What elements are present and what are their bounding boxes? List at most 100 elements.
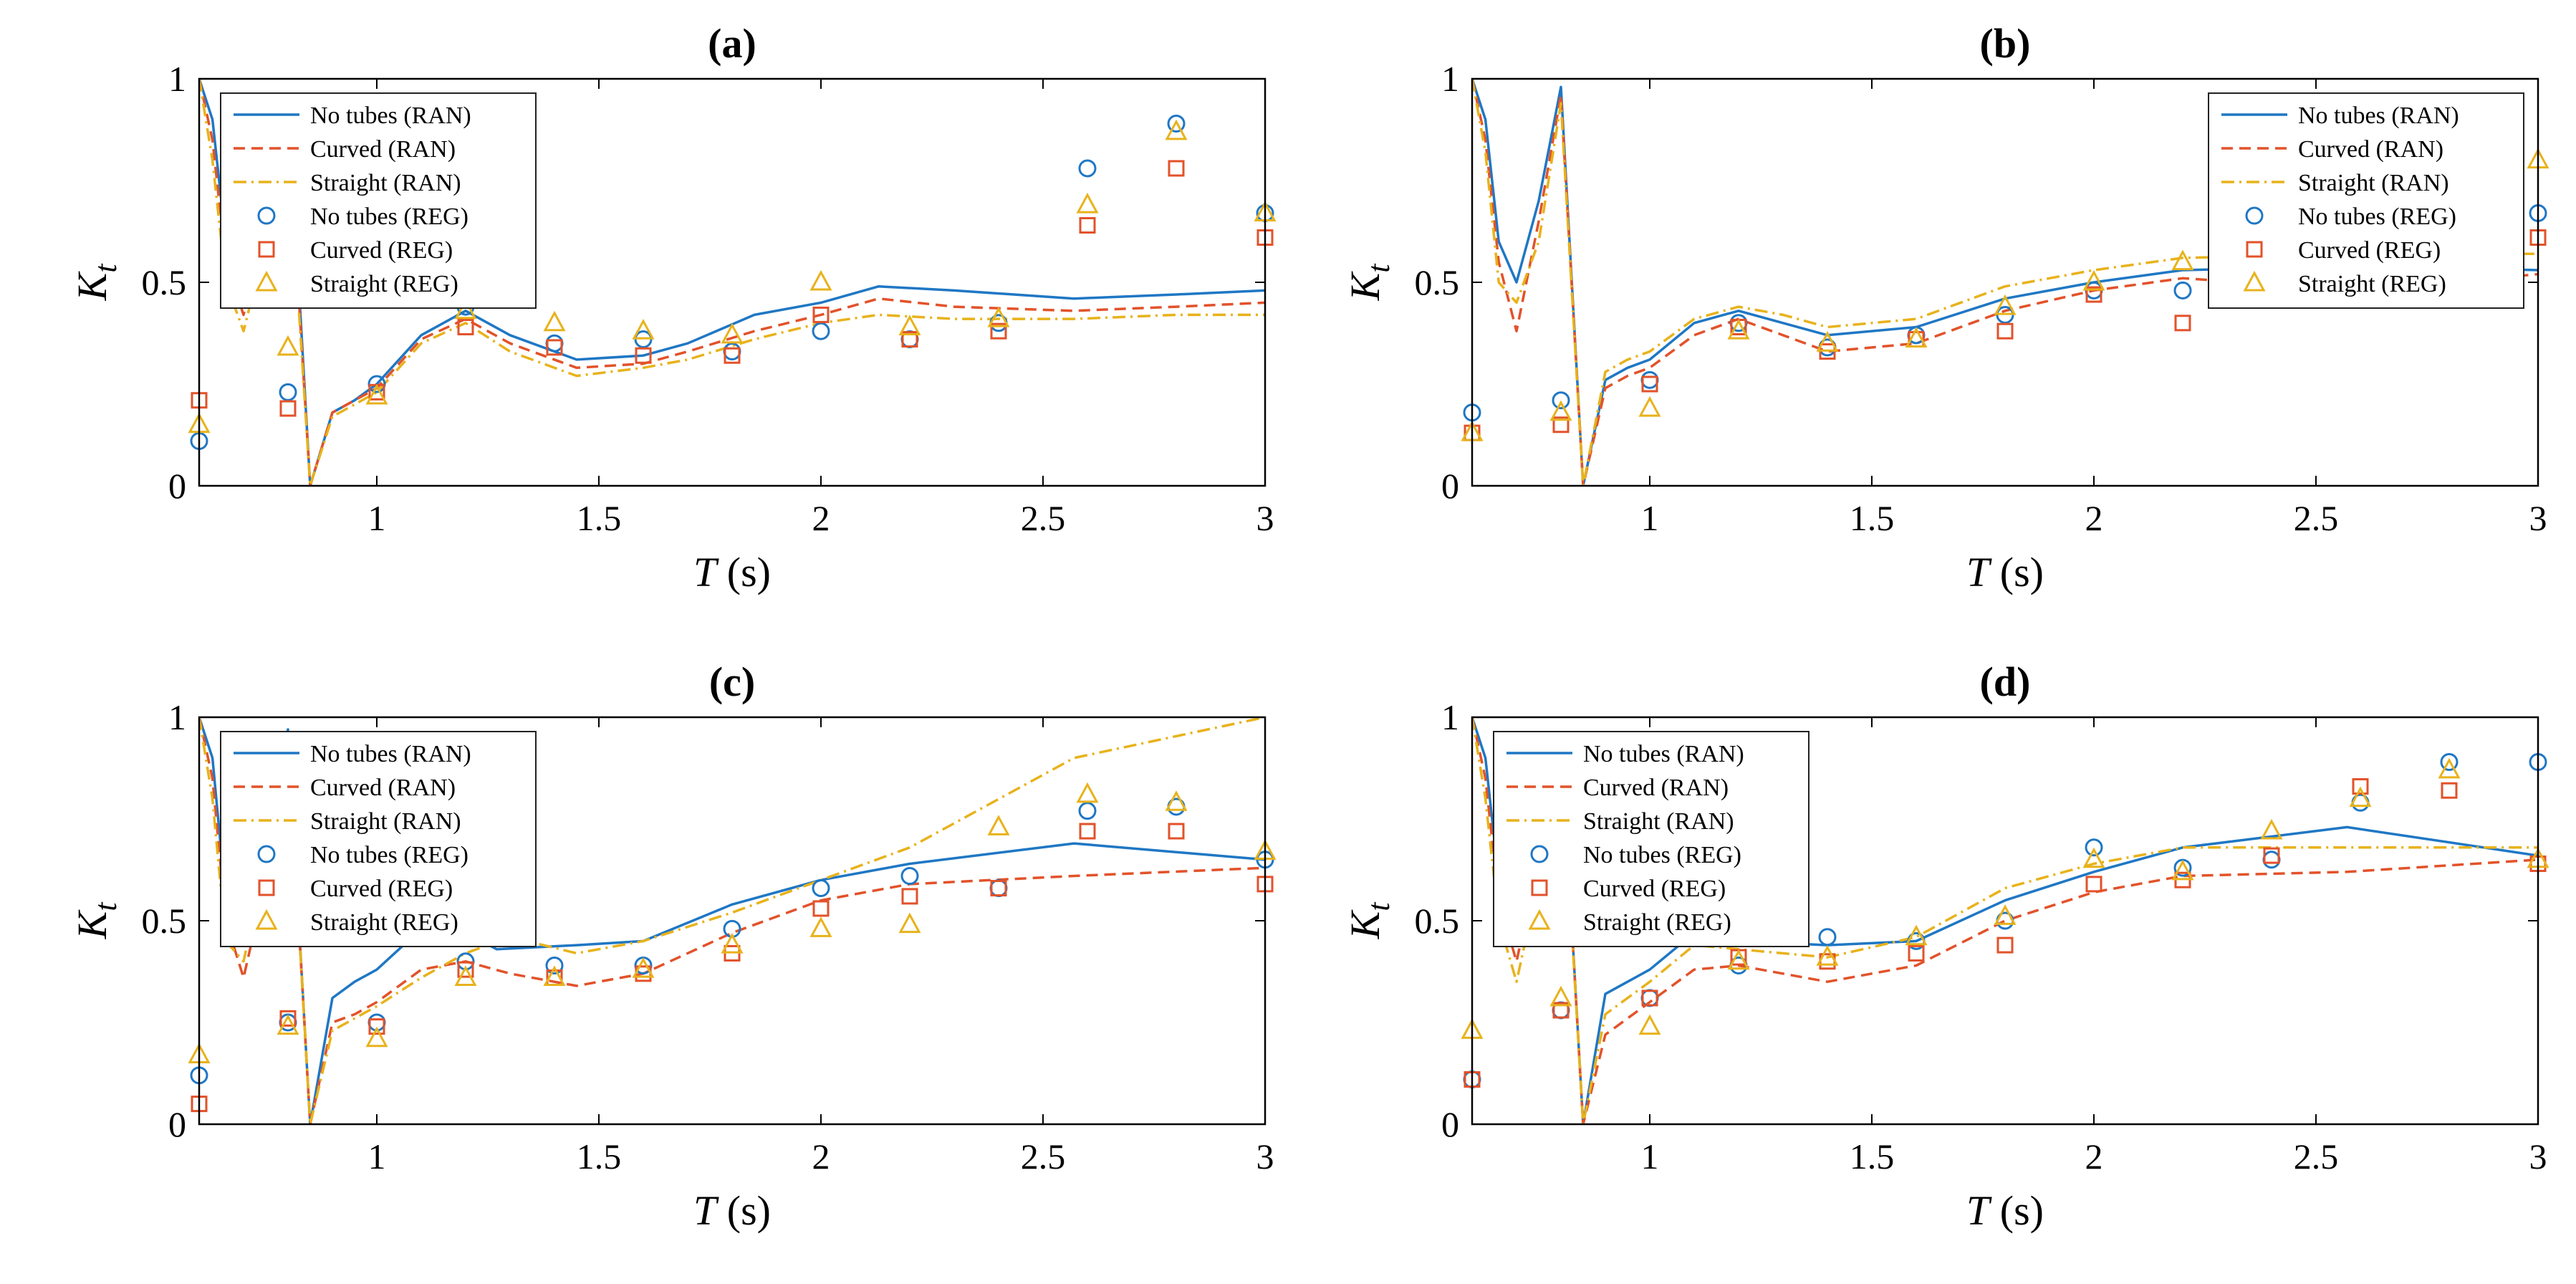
data-point-square: [901, 331, 918, 348]
data-point-circle: [2262, 851, 2281, 869]
data-point-square: [1168, 160, 1185, 177]
data-point-circle: [989, 879, 1008, 898]
data-point-square: [2085, 876, 2102, 893]
panel-title: (a): [708, 20, 756, 67]
data-point-triangle: [2082, 269, 2105, 291]
legend-marker-swatch: [257, 206, 276, 225]
legend-marker-swatch: [255, 909, 278, 930]
data-point-triangle: [1549, 400, 1572, 421]
y-tick-label: 0: [168, 466, 186, 506]
data-point-circle: [1818, 928, 1837, 947]
data-point-circle: [900, 867, 919, 886]
data-point-triangle: [1165, 790, 1188, 811]
x-tick-label: 1.5: [1850, 498, 1895, 538]
data-point-triangle: [2171, 859, 2194, 881]
y-tick-label: 0: [1441, 466, 1459, 506]
data-point-triangle: [365, 383, 388, 405]
data-point-square: [1168, 823, 1185, 840]
y-axis-variable: K: [69, 270, 115, 301]
x-tick-label: 2: [2085, 1136, 2103, 1177]
legend-label: No tubes (RAN): [310, 102, 471, 129]
x-tick-label: 2.5: [1021, 1136, 1066, 1177]
x-tick-label: 2.5: [2294, 498, 2339, 538]
series-line-curved: [199, 717, 1265, 1124]
x-axis-label: T (s): [693, 549, 771, 595]
data-point-square: [812, 900, 830, 917]
legend-label: Straight (RAN): [2298, 170, 2449, 196]
x-axis-label: T (s): [1966, 1187, 2044, 1234]
x-axis-variable: T: [693, 549, 719, 595]
data-point-triangle: [543, 965, 566, 987]
legend-label: Curved (RAN): [1583, 775, 1729, 801]
legend-label: Curved (REG): [2298, 237, 2441, 264]
data-point-triangle: [1994, 294, 2017, 315]
data-point-triangle: [1638, 1014, 1661, 1035]
legend-marker-swatch: [2246, 241, 2263, 258]
legend-box: [220, 92, 537, 309]
y-axis-variable: K: [69, 909, 115, 939]
x-tick-label: 1: [368, 1136, 386, 1177]
data-point-triangle: [898, 315, 921, 335]
x-axis-unit: (s): [727, 549, 771, 595]
legend-label: Curved (REG): [1583, 876, 1726, 902]
x-tick-label: 1: [1641, 498, 1659, 538]
x-tick-label: 3: [1256, 1136, 1274, 1177]
legend-label: No tubes (REG): [1583, 842, 1741, 868]
data-point-square: [1641, 990, 1658, 1007]
data-point-triangle: [987, 815, 1010, 835]
x-axis-variable: T: [1966, 549, 1992, 595]
legend-label: Straight (RAN): [310, 170, 461, 196]
legend-label: Curved (REG): [310, 876, 453, 902]
legend-marker-swatch: [258, 879, 275, 896]
legend-label: No tubes (RAN): [310, 741, 471, 767]
legend: No tubes (RAN) Curved (RAN) Straight (RAN)…: [220, 731, 537, 947]
data-point-circle: [545, 956, 564, 974]
x-tick-label: 2.5: [2294, 1136, 2339, 1177]
data-point-square: [1079, 216, 1096, 234]
y-axis-subscript: t: [88, 263, 123, 273]
plot-area: [1472, 79, 2538, 486]
panel-title: (c): [709, 658, 755, 705]
data-point-triangle: [1638, 396, 1661, 417]
y-axis-subscript: t: [1361, 901, 1396, 911]
y-tick-label: 0.5: [1415, 262, 1460, 302]
legend-box: [2208, 92, 2524, 309]
legend-box: [220, 731, 537, 947]
x-axis-variable: T: [1966, 1187, 1992, 1234]
data-point-square: [546, 339, 563, 356]
data-point-square: [1641, 375, 1658, 393]
x-axis-variable: T: [693, 1187, 719, 1234]
data-point-square: [2174, 315, 2191, 332]
legend: No tubes (RAN) Curved (RAN) Straight (RAN)…: [1493, 731, 1810, 947]
x-tick-label: 3: [2529, 1136, 2547, 1177]
data-point-triangle: [1076, 782, 1099, 803]
legend-marker-swatch: [2243, 270, 2266, 292]
data-point-square: [2352, 778, 2369, 795]
data-point-square: [1552, 416, 1570, 433]
x-tick-label: 3: [1256, 498, 1274, 538]
y-axis-label: Kt: [1342, 263, 1396, 302]
legend-marker-swatch: [255, 270, 278, 292]
data-point-triangle: [1727, 319, 1750, 340]
y-tick-label: 0.5: [142, 901, 187, 941]
legend-marker-swatch: [2245, 206, 2264, 225]
x-tick-label: 2.5: [1021, 498, 1066, 538]
x-tick-label: 1: [1641, 1136, 1659, 1177]
y-tick-label: 0: [168, 1104, 186, 1144]
data-point-square: [901, 888, 918, 905]
y-tick-label: 0.5: [142, 262, 187, 302]
x-tick-label: 2: [812, 1136, 830, 1177]
data-point-circle: [1640, 370, 1659, 389]
x-axis-label: T (s): [1966, 549, 2044, 595]
legend-marker-swatch: [1528, 909, 1551, 930]
data-point-square: [279, 1010, 297, 1027]
data-point-square: [2085, 286, 2102, 303]
legend-label: No tubes (RAN): [1583, 741, 1744, 767]
data-point-square: [990, 322, 1007, 340]
data-point-triangle: [1905, 327, 1928, 348]
y-axis-variable: K: [1342, 909, 1388, 939]
data-point-square: [812, 306, 830, 323]
data-point-circle: [812, 879, 830, 898]
data-point-circle: [1078, 802, 1097, 820]
